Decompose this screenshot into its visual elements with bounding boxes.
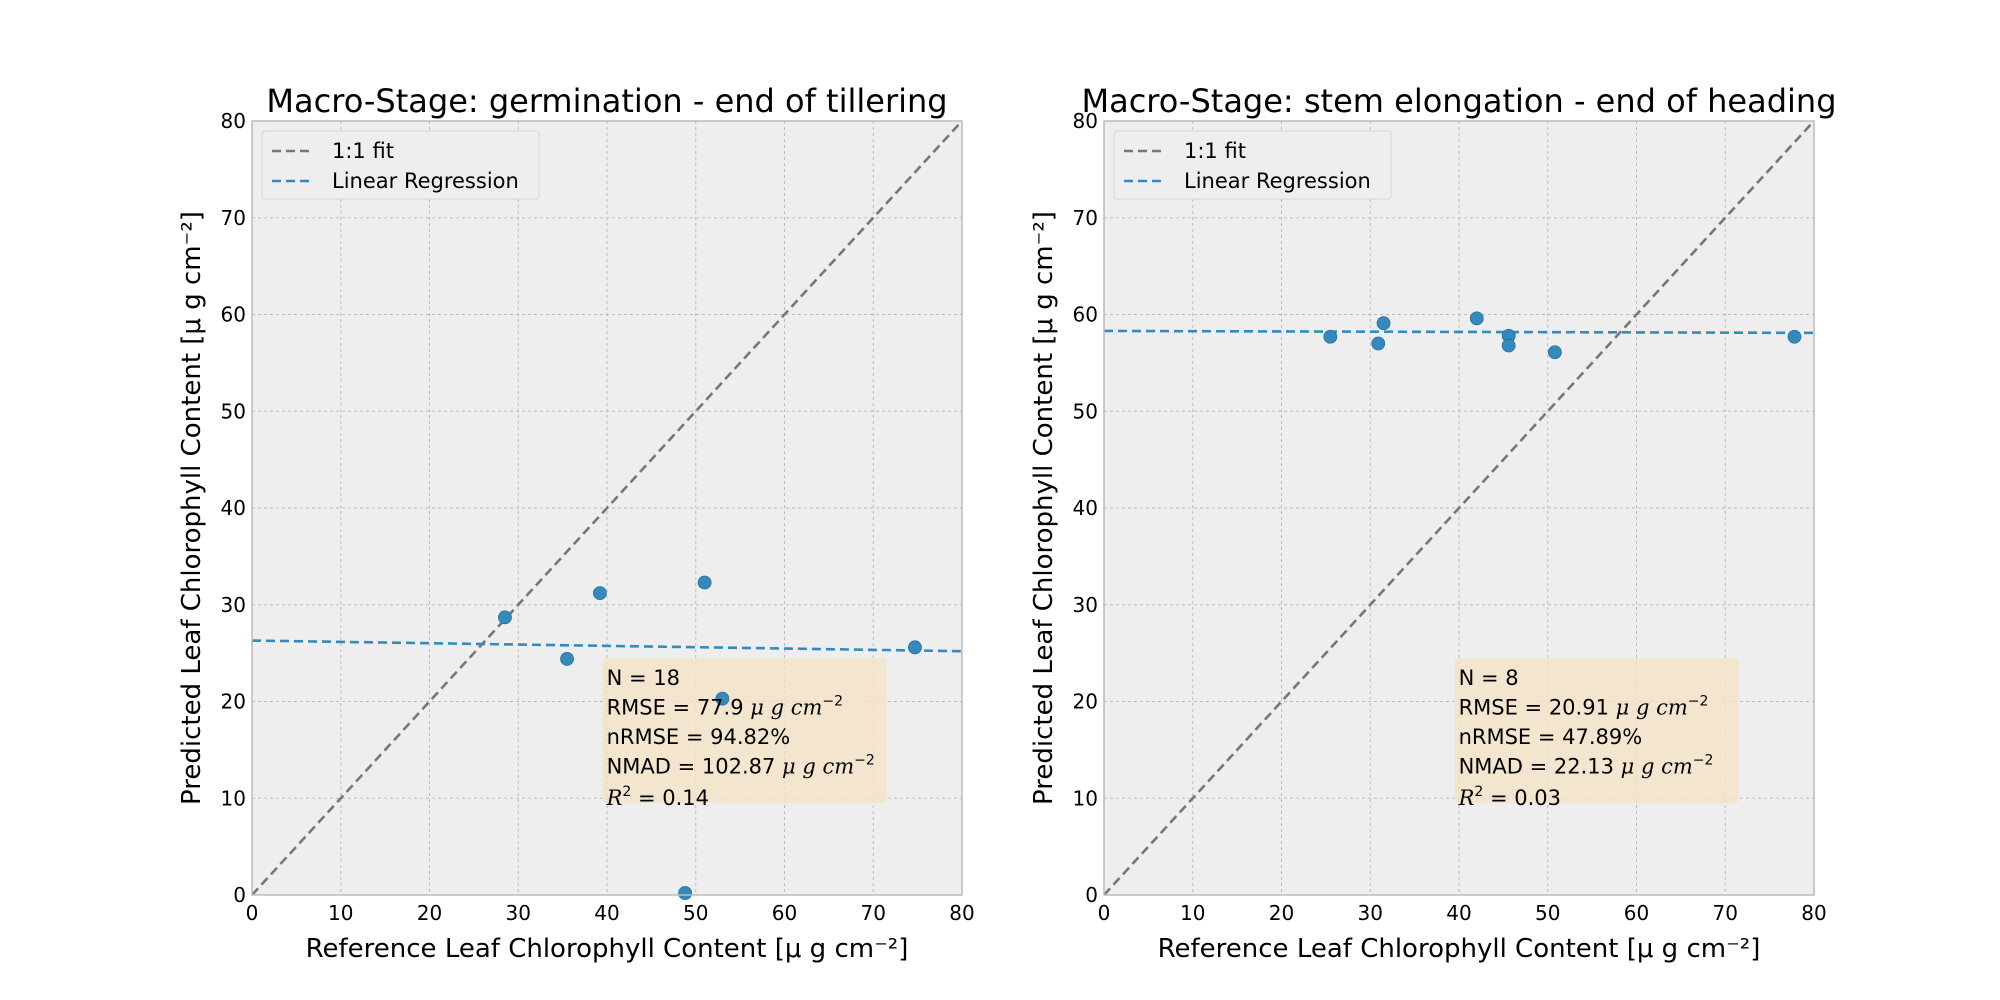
legend-label-regression: Linear Regression	[332, 169, 519, 193]
x-tick-label: 10	[328, 901, 353, 925]
data-point-6	[678, 886, 692, 900]
y-tick-label: 10	[1073, 786, 1098, 810]
regression-line	[1104, 329, 1814, 335]
chart-title: Macro-Stage: stem elongation - end of he…	[1081, 82, 1836, 120]
data-layer	[252, 121, 962, 895]
x-tick-label: 80	[1801, 901, 1826, 925]
x-tick-label: 60	[1624, 901, 1649, 925]
data-point-4	[1469, 311, 1484, 326]
data-point-3	[1376, 316, 1391, 331]
data-point-1	[498, 610, 512, 625]
y-tick-label: 10	[221, 786, 246, 810]
stat-nrmse: nRMSE = 94.82%	[607, 725, 791, 749]
data-point-2	[1371, 336, 1386, 351]
legend-box	[261, 130, 540, 200]
x-tick-label: 30	[1358, 901, 1383, 925]
chart-panel-2: 0 10 20 30 40 50 60 70 8001020304050607080Macro-…	[1029, 82, 1837, 964]
stat-n: N = 8	[1459, 666, 1519, 690]
y-tick-label: 70	[221, 206, 246, 230]
legend-label-one-to-one: 1:1 fit	[332, 139, 394, 163]
y-tick-label: 0	[233, 883, 246, 907]
x-axis-label: Reference Leaf Chlorophyll Content [μ g …	[306, 934, 909, 964]
x-tick-label: 20	[1269, 901, 1294, 925]
data-layer	[1104, 121, 1814, 895]
y-tick-label: 0	[1085, 883, 1098, 907]
y-axis-label: Predicted Leaf Chlorophyll Content [μ g …	[177, 211, 207, 805]
x-tick-label: 20	[417, 901, 442, 925]
stats-box	[1454, 657, 1739, 804]
y-tick-label: 50	[221, 399, 246, 423]
y-tick-label: 20	[1073, 690, 1098, 714]
y-tick-label: 30	[1073, 593, 1098, 617]
y-tick-label: 60	[221, 303, 246, 327]
axes-frame	[251, 120, 963, 896]
regression-line	[252, 639, 962, 653]
stat-nmad: NMAD = 102.87 μ g cm−2	[607, 752, 875, 778]
data-point-3	[593, 586, 607, 601]
x-tick-label: 0	[1098, 901, 1111, 925]
stat-r2: R2 = 0.03	[1458, 784, 1561, 810]
y-tick-label: 30	[221, 593, 246, 617]
one-to-one-line	[252, 121, 962, 895]
legend-label-one-to-one: 1:1 fit	[1184, 139, 1246, 163]
stat-rmse: RMSE = 77.9 μ g cm−2	[607, 693, 843, 719]
data-point-7	[1547, 345, 1562, 360]
y-tick-label: 80	[221, 109, 246, 133]
x-tick-label: 30	[506, 901, 531, 925]
x-tick-label: 60	[772, 901, 797, 925]
x-tick-label: 50	[683, 901, 708, 925]
stat-nmad: NMAD = 22.13 μ g cm−2	[1459, 752, 1714, 778]
x-tick-label: 70	[861, 901, 886, 925]
y-tick-label: 70	[1073, 206, 1098, 230]
stats-box	[602, 657, 887, 804]
chart-panel-1: 0 10 20 30 40 50 60 70 80 0 10 20 30 40 50 60 70 80 Macro-…	[177, 82, 975, 964]
x-tick-label: 0	[246, 901, 259, 925]
stat-nrmse: nRMSE = 47.89%	[1459, 725, 1643, 749]
x-tick-label: 50	[1535, 901, 1560, 925]
x-tick-label: 10	[1180, 901, 1205, 925]
x-tick-label: 80	[949, 901, 974, 925]
y-tick-label: 50	[1073, 399, 1098, 423]
data-point-7	[908, 640, 922, 655]
data-point-4	[697, 575, 712, 590]
legend-label-regression: Linear Regression	[1184, 169, 1371, 193]
stat-rmse: RMSE = 20.91 μ g cm−2	[1459, 693, 1709, 719]
data-point-8	[1787, 329, 1802, 344]
data-point-5	[715, 691, 730, 706]
y-tick-label: 40	[1073, 496, 1098, 520]
stat-r2: R2 = 0.14	[606, 784, 709, 810]
data-point-2	[560, 652, 574, 666]
y-tick-label: 80	[1073, 109, 1098, 133]
chart-title: Macro-Stage: germination - end of tiller…	[266, 82, 947, 120]
data-point-6	[1501, 338, 1516, 353]
x-tick-label: 40	[1446, 901, 1471, 925]
x-axis-label: Reference Leaf Chlorophyll Content [μ g …	[1158, 934, 1761, 964]
stat-n: N = 18	[607, 666, 680, 690]
x-tick-label: 70	[1713, 901, 1738, 925]
y-tick-label: 60	[1073, 303, 1098, 327]
legend-box	[1113, 130, 1392, 200]
y-tick-label: 40	[221, 496, 246, 520]
data-point-1	[1323, 329, 1338, 344]
axes-frame	[1103, 120, 1815, 896]
one-to-one-line	[1104, 121, 1814, 895]
x-tick-label: 40	[594, 901, 619, 925]
y-axis-label: Predicted Leaf Chlorophyll Content [μ g …	[1029, 211, 1059, 805]
y-tick-label: 20	[221, 690, 246, 714]
